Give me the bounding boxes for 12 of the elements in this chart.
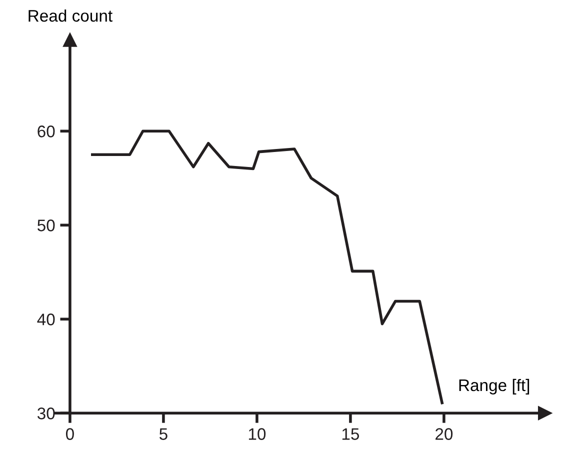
y-tick-label: 30 (37, 408, 55, 420)
line-series (91, 130, 444, 404)
x-tick-label: 5 (159, 428, 168, 440)
y-tick-label: 50 (38, 220, 55, 232)
x-tick-label: 20 (436, 428, 453, 440)
x-tick-label: 15 (342, 428, 360, 440)
y-axis-title: Read count (28, 9, 112, 22)
y-tick-label: 60 (38, 126, 55, 138)
y-tick-label: 40 (37, 314, 55, 326)
x-tick-label: 10 (248, 428, 266, 440)
x-tick-label: 0 (66, 428, 74, 440)
x-axis-title: Range [ft] (459, 378, 530, 394)
